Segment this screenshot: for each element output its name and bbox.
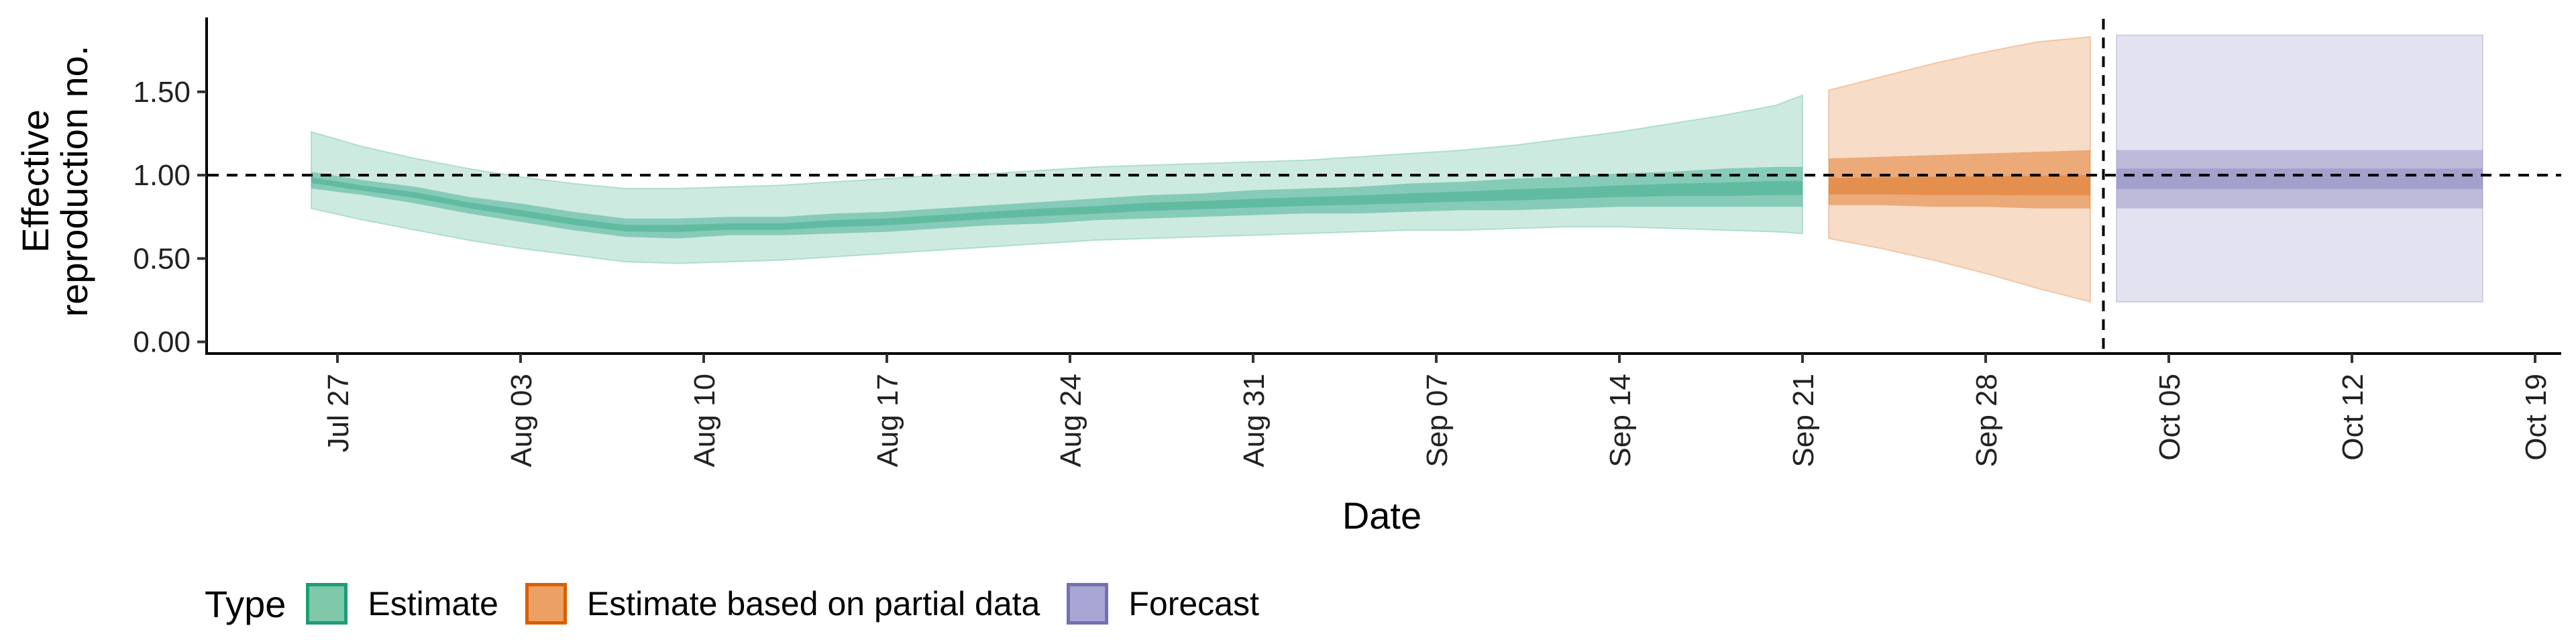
- x-tick-label: Oct 05: [2153, 374, 2186, 461]
- y-tick-label: 0.50: [133, 242, 191, 275]
- y-axis-title: Effective reproduction no.: [14, 46, 95, 317]
- x-tick-label: Sep 28: [1970, 374, 2003, 467]
- x-axis-title: Date: [1342, 494, 1421, 537]
- legend-swatch-forecast: [1067, 583, 1109, 625]
- y-tick-label: 1.00: [133, 159, 191, 192]
- legend-label-estimate: Estimate: [368, 585, 498, 623]
- legend-item-estimate: Estimate: [306, 583, 498, 625]
- x-tick-label: Jul 27: [322, 374, 355, 452]
- band-median-estimate-based-on-partial-data: [1829, 175, 2090, 196]
- band-90-forecast: [2116, 34, 2483, 303]
- x-tick-label: Sep 07: [1421, 374, 1454, 467]
- series-forecast: [2116, 34, 2483, 303]
- x-tick-label: Aug 03: [505, 374, 538, 467]
- y-tick-label: 1.50: [133, 76, 191, 109]
- legend-label-forecast: Forecast: [1128, 585, 1259, 623]
- band-50-estimate-based-on-partial-data: [1829, 150, 2090, 209]
- x-tick-label: Aug 17: [871, 374, 904, 467]
- reference-lines: [208, 19, 2561, 354]
- series-estimate-based-on-partial-data: [1828, 36, 2091, 303]
- x-tick-label: Oct 12: [2337, 374, 2369, 461]
- legend-swatch-estimate: [306, 583, 348, 625]
- legend-swatch-partial: [525, 583, 567, 625]
- series-estimate: [311, 94, 1803, 264]
- legend-item-partial: Estimate based on partial data: [525, 583, 1040, 625]
- legend-label-partial: Estimate based on partial data: [586, 585, 1040, 623]
- band-50-forecast: [2116, 150, 2483, 209]
- x-tick-label: Aug 24: [1055, 374, 1087, 467]
- x-tick-label: Aug 10: [688, 374, 721, 467]
- x-tick-label: Sep 14: [1604, 374, 1637, 467]
- chart-axes: 0.00 0.50 1.00 1.50 Jul 27 Aug 03 Aug 10 Aug 17…: [133, 17, 2561, 467]
- band-90-estimate: [311, 94, 1803, 264]
- y-axis-title-line-2: reproduction no.: [53, 46, 95, 317]
- chart-bands: [311, 34, 2483, 303]
- x-tick-label: Oct 19: [2520, 374, 2553, 461]
- legend: Type Estimate Estimate based on partial …: [205, 576, 1286, 632]
- x-tick-label: Sep 21: [1787, 374, 1820, 467]
- band-90-estimate-based-on-partial-data: [1828, 36, 2091, 303]
- y-tick-label: 0.00: [133, 326, 191, 359]
- band-50-estimate: [311, 166, 1803, 239]
- legend-title: Type: [205, 582, 286, 625]
- rt-chart: 0.00 0.50 1.00 1.50 Jul 27 Aug 03 Aug 10 Aug 17…: [14, 17, 2561, 537]
- y-axis-title-line-1: Effective: [14, 109, 56, 253]
- legend-item-forecast: Forecast: [1067, 583, 1259, 625]
- x-tick-label: Aug 31: [1238, 374, 1271, 467]
- band-median-forecast: [2116, 168, 2483, 189]
